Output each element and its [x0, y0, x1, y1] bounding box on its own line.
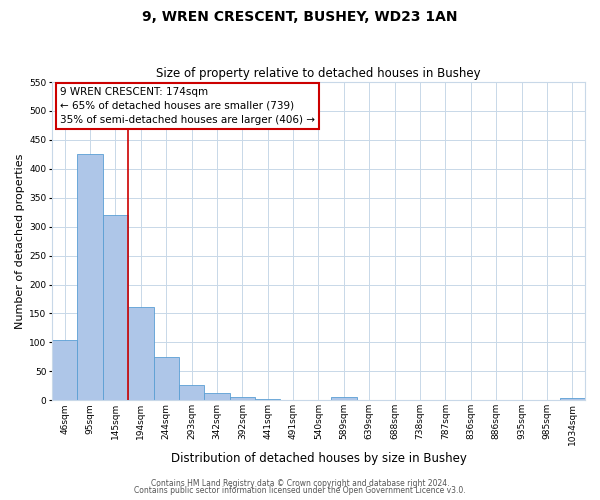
Bar — [103, 215, 128, 400]
Bar — [255, 399, 280, 400]
Text: 9, WREN CRESCENT, BUSHEY, WD23 1AN: 9, WREN CRESCENT, BUSHEY, WD23 1AN — [142, 10, 458, 24]
Y-axis label: Number of detached properties: Number of detached properties — [15, 154, 25, 329]
Text: 9 WREN CRESCENT: 174sqm
← 65% of detached houses are smaller (739)
35% of semi-d: 9 WREN CRESCENT: 174sqm ← 65% of detache… — [60, 87, 315, 125]
Bar — [77, 154, 103, 400]
Text: Contains public sector information licensed under the Open Government Licence v3: Contains public sector information licen… — [134, 486, 466, 495]
Bar — [154, 357, 179, 401]
Bar — [204, 393, 230, 400]
Title: Size of property relative to detached houses in Bushey: Size of property relative to detached ho… — [156, 66, 481, 80]
Bar — [128, 306, 154, 400]
Bar — [52, 340, 77, 400]
Bar — [331, 398, 356, 400]
Bar — [230, 398, 255, 400]
Bar — [560, 398, 585, 400]
Bar — [179, 384, 204, 400]
Text: Contains HM Land Registry data © Crown copyright and database right 2024.: Contains HM Land Registry data © Crown c… — [151, 478, 449, 488]
X-axis label: Distribution of detached houses by size in Bushey: Distribution of detached houses by size … — [170, 452, 466, 465]
